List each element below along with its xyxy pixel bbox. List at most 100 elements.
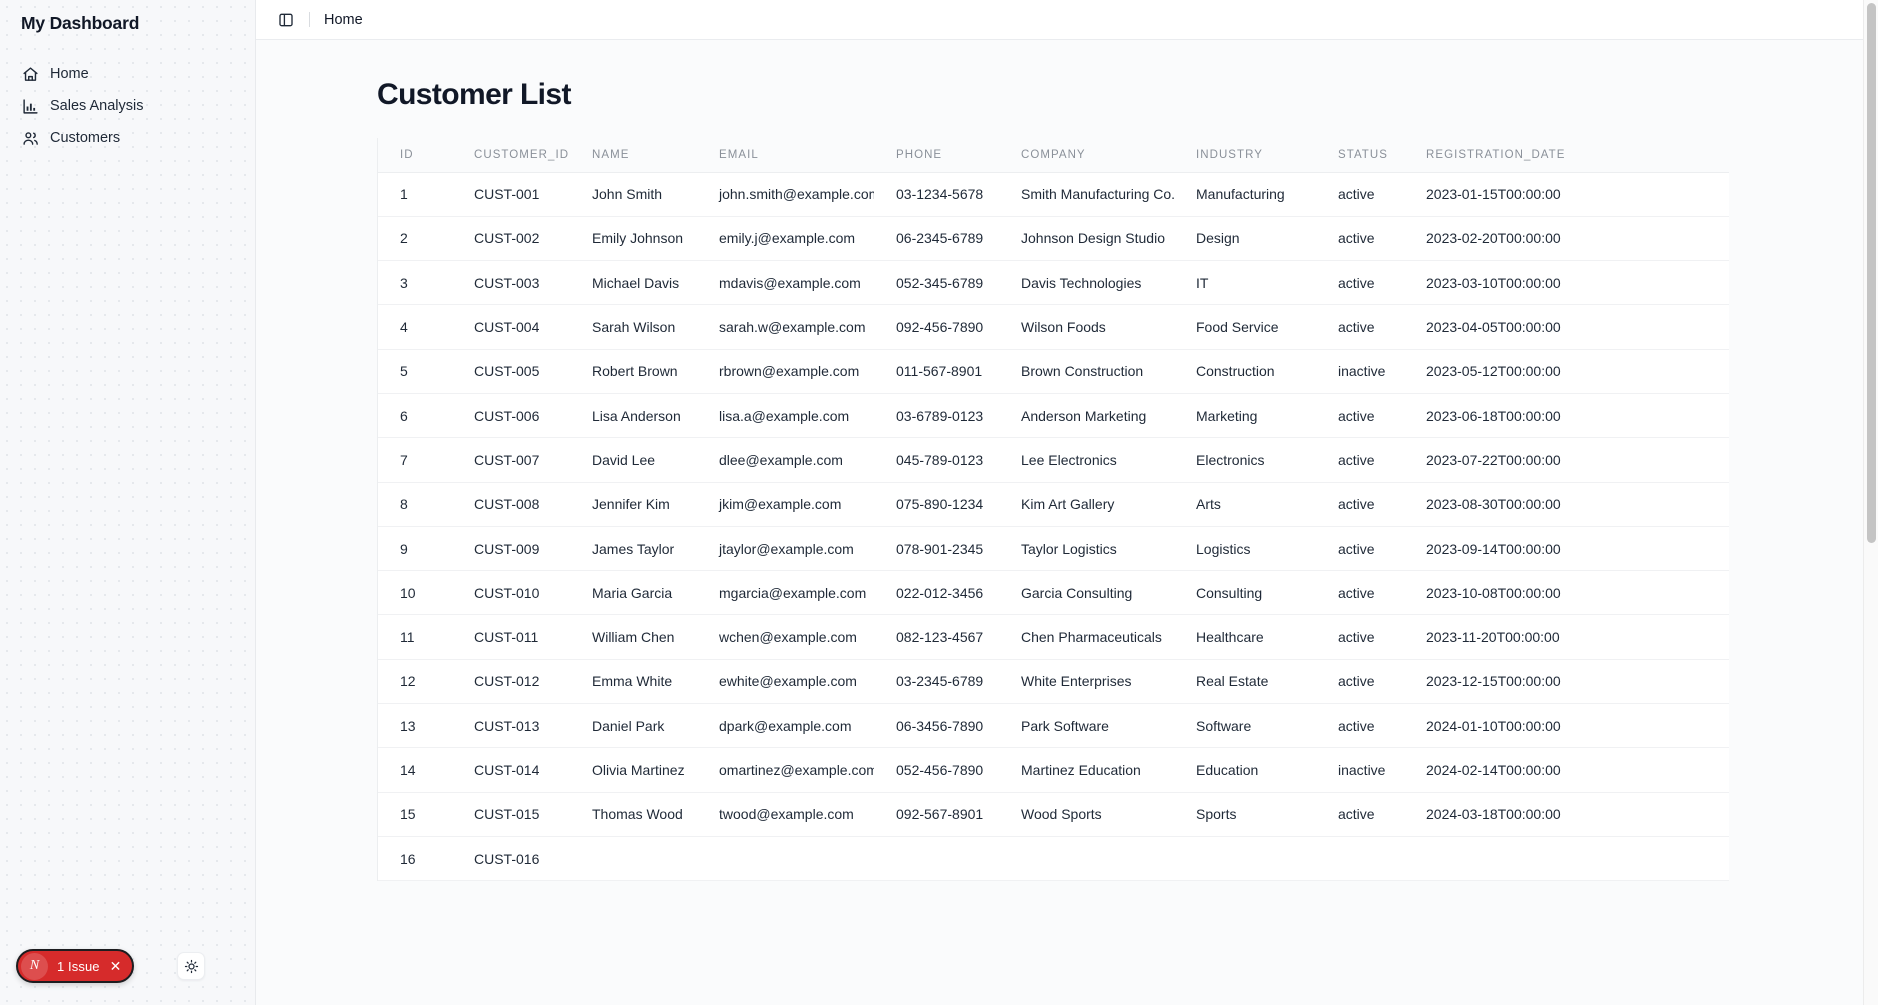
close-icon[interactable]: ✕	[109, 958, 122, 974]
column-header[interactable]: STATUS	[1316, 138, 1404, 173]
table-cell: Chen Pharmaceuticals	[999, 614, 1174, 660]
table-cell: Education	[1174, 747, 1316, 793]
table-cell: wchen@example.com	[697, 614, 874, 660]
table-row[interactable]: 11 CUST-011 William Chen wchen@example.com 0…	[378, 614, 1729, 660]
table-row[interactable]: 2 CUST-002 Emily Johnson emily.j@example.co…	[378, 216, 1729, 262]
table-cell: Emma White	[570, 659, 697, 705]
theme-toggle-button[interactable]	[177, 952, 205, 980]
table-cell: 2023-04-05T00:00:00	[1404, 304, 1729, 350]
column-header[interactable]: CUSTOMER_ID	[452, 138, 570, 173]
table-cell: Olivia Martinez	[570, 747, 697, 793]
table-row[interactable]: 1 CUST-001 John Smith john.smith@example.co…	[378, 172, 1729, 217]
table-row[interactable]: 9 CUST-009 James Taylor jtaylor@example.com…	[378, 526, 1729, 572]
table-cell: rbrown@example.com	[697, 349, 874, 394]
table-cell: Park Software	[999, 703, 1174, 749]
table-cell: 7	[378, 437, 452, 483]
table-row[interactable]: 16 CUST-016	[378, 836, 1729, 882]
table-cell	[999, 836, 1174, 882]
column-header[interactable]: PHONE	[874, 138, 999, 173]
table-cell: Brown Construction	[999, 349, 1174, 394]
table-cell: 2023-08-30T00:00:00	[1404, 482, 1729, 527]
table-cell: 045-789-0123	[874, 437, 999, 483]
table-cell: jkim@example.com	[697, 482, 874, 527]
table-row[interactable]: 5 CUST-005 Robert Brown rbrown@example.com 0…	[378, 349, 1729, 394]
table-cell: sarah.w@example.com	[697, 304, 874, 350]
breadcrumb[interactable]: Home	[324, 11, 363, 28]
table-cell: 03-1234-5678	[874, 172, 999, 217]
column-header[interactable]: INDUSTRY	[1174, 138, 1316, 173]
table-cell: 022-012-3456	[874, 570, 999, 616]
sidebar-item-home[interactable]: Home	[12, 60, 243, 88]
column-header[interactable]: EMAIL	[697, 138, 874, 173]
table-cell: active	[1316, 482, 1404, 527]
table-cell: CUST-016	[452, 836, 570, 882]
table-cell: White Enterprises	[999, 659, 1174, 705]
table-cell: active	[1316, 304, 1404, 350]
table-row[interactable]: 4 CUST-004 Sarah Wilson sarah.w@example.com…	[378, 304, 1729, 350]
table-cell: active	[1316, 570, 1404, 616]
table-cell: CUST-001	[452, 172, 570, 217]
sidebar: My Dashboard Home S	[0, 0, 256, 1005]
table-cell: 078-901-2345	[874, 526, 999, 572]
table-cell: inactive	[1316, 747, 1404, 793]
column-header[interactable]: NAME	[570, 138, 697, 173]
table-cell: Davis Technologies	[999, 260, 1174, 306]
column-header[interactable]: ID	[378, 138, 452, 173]
table-cell: jtaylor@example.com	[697, 526, 874, 572]
table-row[interactable]: 14 CUST-014 Olivia Martinez omartinez@examp…	[378, 747, 1729, 793]
table-row[interactable]: 13 CUST-013 Daniel Park dpark@example.com 06…	[378, 703, 1729, 749]
table-row[interactable]: 8 CUST-008 Jennifer Kim jkim@example.com 075…	[378, 482, 1729, 527]
sidebar-item-sales-analysis[interactable]: Sales Analysis	[12, 92, 243, 120]
table-cell: 9	[378, 526, 452, 572]
table-cell: CUST-010	[452, 570, 570, 616]
table-row[interactable]: 3 CUST-003 Michael Davis mdavis@example.com…	[378, 260, 1729, 306]
table-cell: CUST-013	[452, 703, 570, 749]
customer-table: ID CUSTOMER_ID NAME EMAIL PHONE COMPANY INDUST…	[378, 138, 1729, 882]
dev-indicator-badge[interactable]: N 1 Issue ✕	[16, 949, 135, 983]
table-row[interactable]: 12 CUST-012 Emma White ewhite@example.com 03…	[378, 659, 1729, 705]
table-cell: Real Estate	[1174, 659, 1316, 705]
table-cell: James Taylor	[570, 526, 697, 572]
table-cell: CUST-012	[452, 659, 570, 705]
table-row[interactable]: 10 CUST-010 Maria Garcia mgarcia@example.co…	[378, 570, 1729, 616]
sidebar-item-customers[interactable]: Customers	[12, 124, 243, 152]
table-row[interactable]: 15 CUST-015 Thomas Wood twood@example.com 09…	[378, 792, 1729, 837]
table-cell: lisa.a@example.com	[697, 393, 874, 439]
page-title: Customer List	[377, 78, 572, 111]
table-cell: 052-345-6789	[874, 260, 999, 306]
table-cell	[697, 836, 874, 882]
table-cell: 4	[378, 304, 452, 350]
table-cell: Daniel Park	[570, 703, 697, 749]
table-cell: mdavis@example.com	[697, 260, 874, 306]
table-cell: 10	[378, 570, 452, 616]
table-cell: omartinez@example.com	[697, 747, 874, 793]
table-cell: 011-567-8901	[874, 349, 999, 394]
table-cell: Design	[1174, 216, 1316, 262]
breadcrumb-divider	[309, 12, 310, 27]
table-cell: 092-567-8901	[874, 792, 999, 837]
column-header[interactable]: COMPANY	[999, 138, 1174, 173]
scrollbar-thumb[interactable]	[1867, 3, 1876, 543]
table-cell: Healthcare	[1174, 614, 1316, 660]
table-cell: 1	[378, 172, 452, 217]
panel-left-icon[interactable]	[272, 6, 300, 34]
brand: My Dashboard	[0, 0, 255, 47]
table-cell: 2023-01-15T00:00:00	[1404, 172, 1729, 217]
table-cell: 15	[378, 792, 452, 837]
table-cell: CUST-006	[452, 393, 570, 439]
table-row[interactable]: 6 CUST-006 Lisa Anderson lisa.a@example.com…	[378, 393, 1729, 439]
table-cell: CUST-014	[452, 747, 570, 793]
sidebar-item-label: Home	[50, 66, 89, 82]
table-cell: 2023-03-10T00:00:00	[1404, 260, 1729, 306]
table-cell	[1316, 836, 1404, 882]
table-cell: Lee Electronics	[999, 437, 1174, 483]
table-cell: Software	[1174, 703, 1316, 749]
table-cell: 052-456-7890	[874, 747, 999, 793]
home-icon	[22, 66, 39, 83]
table-row[interactable]: 7 CUST-007 David Lee dlee@example.com 045-78…	[378, 437, 1729, 483]
table-cell: CUST-003	[452, 260, 570, 306]
column-header[interactable]: REGISTRATION_DATE	[1404, 138, 1729, 173]
table-cell: Logistics	[1174, 526, 1316, 572]
vertical-scrollbar[interactable]	[1863, 0, 1878, 1005]
table-cell: 2023-12-15T00:00:00	[1404, 659, 1729, 705]
